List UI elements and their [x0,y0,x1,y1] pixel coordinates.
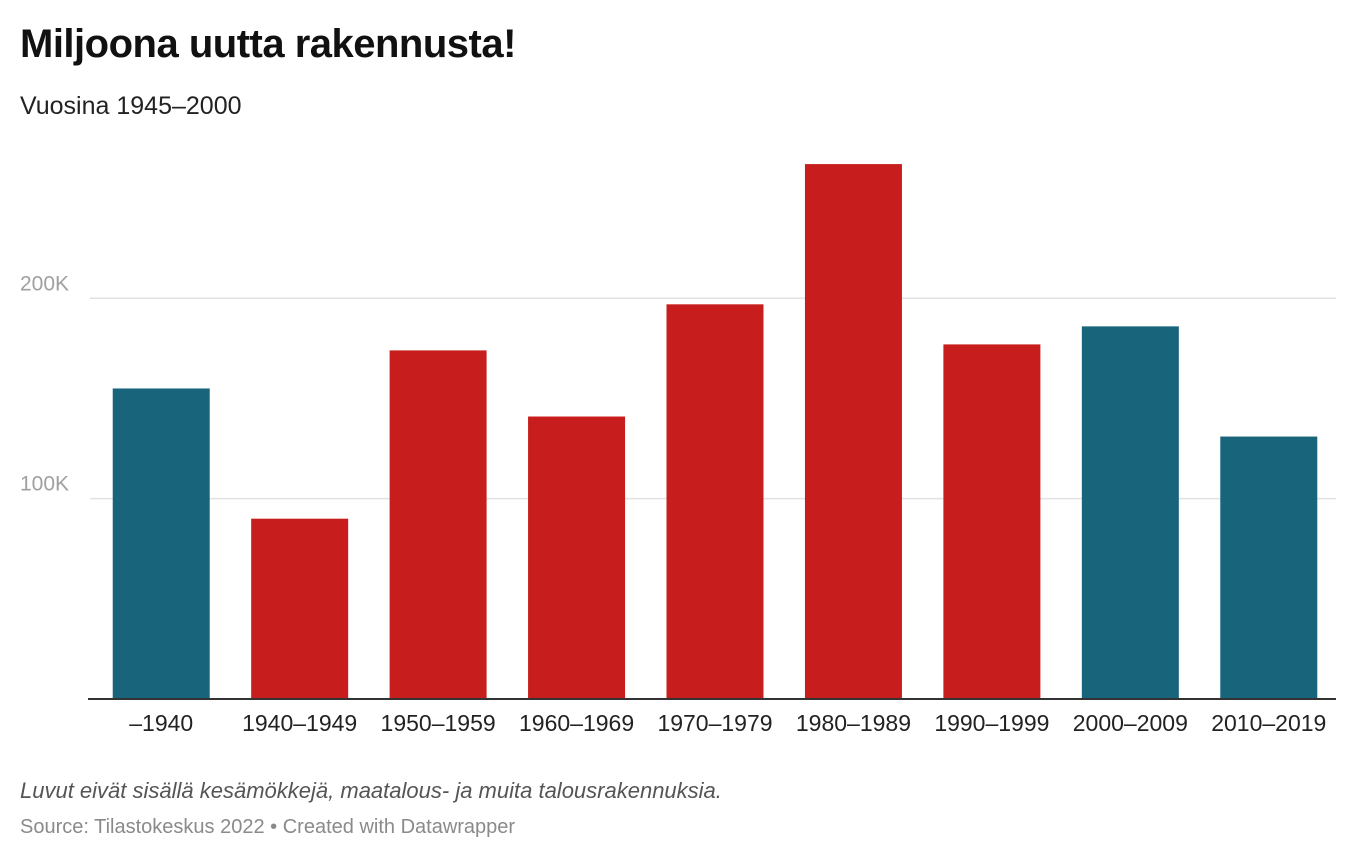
chart-notes: Luvut eivät sisällä kesämökkejä, maatalo… [20,778,722,803]
x-category-label: 1970–1979 [657,710,772,736]
x-category-label: 1960–1969 [519,710,634,736]
bar-chart: 100K 200K –1940 1940–1949 1950–1959 1960–196… [20,164,1336,736]
bar [1081,326,1179,699]
bar [528,416,626,699]
bar [1220,436,1318,699]
x-category-label: 1940–1949 [242,710,357,736]
y-tick-label: 100K [20,473,69,496]
chart-title: Miljoona uutta rakennusta! [20,22,516,66]
bar [666,304,764,699]
footer-separator: • [270,816,278,838]
x-category-label: 2000–2009 [1073,710,1188,736]
x-category-label: 1950–1959 [381,710,496,736]
chart-footer: Source: Tilastokeskus 2022 • Created wit… [20,816,515,839]
x-category-label: 2010–2019 [1211,710,1326,736]
category-labels: –1940 1940–1949 1950–1959 1960–1969 1970–197… [129,710,1326,736]
bar [943,344,1041,699]
bar [112,388,210,699]
credit-text: Created with Datawrapper [282,816,516,838]
x-category-label: –1940 [129,710,193,736]
chart-subtitle: Vuosina 1945–2000 [20,92,242,120]
bar [389,350,487,699]
y-tick-label: 200K [20,272,69,295]
x-category-label: 1980–1989 [796,710,911,736]
bars [112,164,1318,699]
bar [804,164,902,699]
bar [251,518,349,699]
x-category-label: 1990–1999 [934,710,1049,736]
source-text: Source: Tilastokeskus 2022 [20,816,265,838]
